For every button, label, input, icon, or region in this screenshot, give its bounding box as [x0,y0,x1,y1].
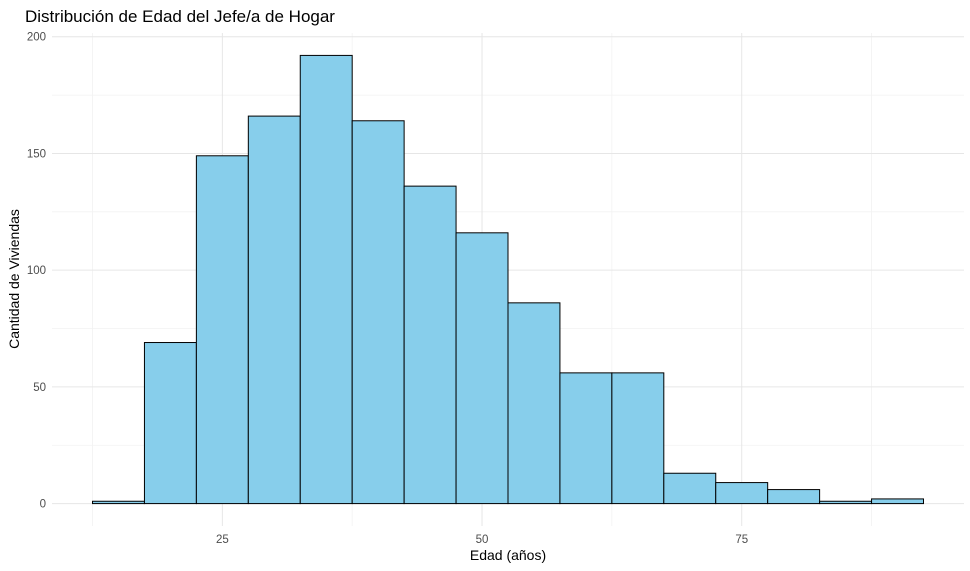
y-tick-label: 200 [27,32,46,44]
histogram-bar [195,155,249,505]
y-axis-title: Cantidad de Viviendas [6,209,22,349]
histogram-bar [403,185,457,505]
histogram-bar [819,500,873,505]
histogram-bar [92,500,145,505]
histogram-bar [247,115,301,505]
y-tick-label: 0 [40,499,46,511]
y-tick-label: 50 [33,382,46,394]
histogram-bar [455,232,509,505]
bars [92,54,924,505]
x-tick-label: 25 [216,534,229,546]
histogram-bar [871,498,924,505]
x-tick-label: 75 [735,534,748,546]
histogram-bar [663,472,717,505]
x-axis-title: Edad (años) [470,547,546,563]
y-tick-label: 150 [27,148,46,160]
histogram-bar [559,372,613,505]
histogram-bar [351,120,405,505]
x-tick-label: 50 [476,534,489,546]
histogram-bar [143,342,197,505]
y-axis-ticks: 0 50 100 150 200 [27,32,46,511]
x-axis-ticks: 25 50 75 [216,534,748,546]
histogram-bar [507,302,561,505]
histogram-bar [299,54,353,505]
chart-title: Distribución de Edad del Jefe/a de Hogar [25,7,335,26]
y-tick-label: 100 [27,265,46,277]
histogram-bar [715,482,769,505]
histogram-bar [611,372,665,505]
histogram-bar [767,489,821,505]
